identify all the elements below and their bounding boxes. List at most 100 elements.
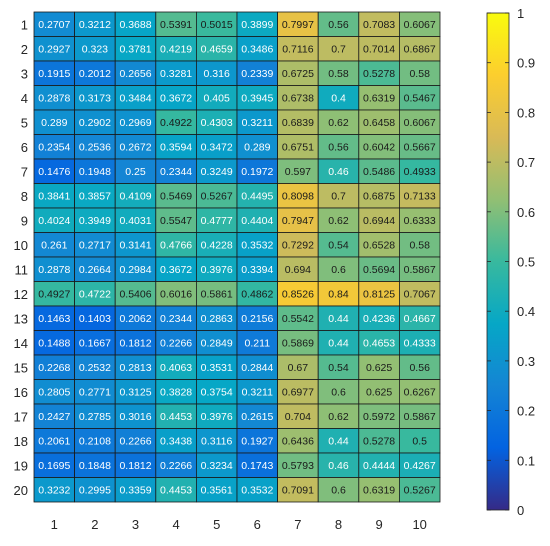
cell-value-label: 0.2672 [119,142,151,154]
heatmap-cell-r7-c7 [277,158,319,184]
heatmap-cell-r12-c5 [195,281,238,307]
heatmap-cell-r15-c2 [74,354,116,380]
x-tick-label: 4 [172,517,179,532]
x-tick-label: 2 [91,517,98,532]
cell-value-label: 0.2268 [38,362,70,374]
cell-value-label: 0.5547 [160,215,192,227]
heatmap-cell-r8-c10 [398,183,441,209]
heatmap-cell-r16-c7 [277,379,319,405]
cell-value-label: 0.1403 [79,313,111,325]
cell-value-label: 0.4031 [119,215,151,227]
cell-value-label: 0.1848 [79,460,111,472]
heatmap-cell-r17-c1 [33,403,75,429]
x-axis-ticks: 1 2 3 4 5 6 7 8 9 10 [51,517,427,532]
heatmap-cell-r9-c1 [33,207,75,233]
cell-value-label: 0.3976 [201,264,233,276]
cell-value-label: 0.3754 [201,387,233,399]
cell-value-label: 0.8098 [282,191,314,203]
cell-value-label: 0.7 [331,191,346,203]
heatmap-cell-r16-c5 [195,379,238,405]
colorbar-tick-label: 0.7 [517,155,535,170]
cell-value-label: 0.56 [409,362,430,374]
heatmap-cell-r12-c10 [398,281,441,307]
cell-value-label: 0.3211 [242,117,273,129]
cell-value-label: 0.5861 [201,289,233,301]
heatmap-cell-r8-c8 [317,183,360,209]
cell-value-label: 0.3781 [119,44,151,56]
cell-value-label: 0.3532 [241,240,273,252]
heatmap-cell-r18-c6 [236,428,278,454]
heatmap-cell-r17-c8 [317,403,360,429]
heatmap-cell-r13-c6 [236,305,278,331]
cell-value-label: 0.3232 [38,485,70,497]
cell-value-label: 0.3899 [241,19,273,31]
heatmap-cell-r9-c4 [155,207,197,233]
cell-value-label: 0.1695 [38,460,70,472]
heatmap-cell-r7-c10 [398,158,441,184]
heatmap-cell-r16-c6 [236,379,278,405]
cell-value-label: 0.4862 [241,289,273,301]
cell-value-label: 0.84 [328,289,349,301]
cell-value-label: 0.316 [204,68,230,80]
y-tick-label: 4 [21,91,28,106]
cell-value-label: 0.8526 [282,289,314,301]
cell-value-label: 0.4444 [363,460,395,472]
cell-value-label: 0.1463 [38,313,70,325]
cell-value-label: 0.6 [331,264,346,276]
cell-value-label: 0.4927 [38,289,70,301]
cell-value-label: 0.7116 [282,44,313,56]
heatmap-cell-r12-c2 [74,281,116,307]
cell-value-label: 0.3484 [119,93,151,105]
cell-value-label: 0.4333 [404,338,436,350]
heatmap-cell-r2-c7 [277,36,319,62]
cell-value-label: 0.2344 [160,313,192,325]
heatmap-cell-r9-c5 [195,207,238,233]
cell-value-label: 0.6977 [282,387,314,399]
heatmap-cell-r14-c4 [155,330,197,356]
cell-value-label: 0.4219 [160,44,192,56]
cell-value-label: 0.58 [409,240,430,252]
cell-value-label: 0.7292 [282,240,314,252]
heatmap-cell-r5-c5 [195,109,238,135]
heatmap-cell-r15-c7 [277,354,319,380]
heatmap-cell-r8-c6 [236,183,278,209]
heatmap-cell-r10-c9 [358,232,400,258]
cell-value-label: 0.1743 [241,460,273,472]
cell-value-label: 0.44 [328,313,349,325]
cell-value-label: 0.211 [245,338,271,350]
heatmap-cell-r20-c3 [114,477,157,503]
cell-value-label: 0.405 [204,93,230,105]
y-tick-label: 19 [14,458,28,473]
cell-value-label: 0.1948 [79,166,111,178]
cell-value-label: 0.2717 [79,240,111,252]
cell-value-label: 0.5467 [404,93,436,105]
heatmap-cell-r6-c4 [155,134,197,160]
cell-value-label: 0.4267 [404,460,436,472]
cell-value-label: 0.6 [331,485,346,497]
heatmap-cell-r9-c3 [114,207,157,233]
heatmap-cell-r14-c8 [317,330,360,356]
cell-value-label: 0.7 [331,44,346,56]
cell-value-label: 0.6042 [363,142,395,154]
cell-value-label: 0.6267 [404,387,436,399]
heatmap-cell-r11-c10 [398,256,441,282]
heatmap-cell-r2-c4 [155,36,197,62]
cell-value-label: 0.2266 [160,460,192,472]
cell-value-label: 0.323 [82,44,108,56]
heatmap-cell-r3-c2 [74,60,116,86]
cell-value-label: 0.5667 [404,142,436,154]
colorbar-tick-label: 0.9 [517,56,535,71]
heatmap-cell-r17-c6 [236,403,278,429]
cell-value-label: 0.5867 [404,264,436,276]
heatmap-cell-r18-c8 [317,428,360,454]
cell-value-label: 0.3976 [201,411,233,423]
heatmap-cell-r2-c10 [398,36,441,62]
heatmap-cell-r3-c3 [114,60,157,86]
colorbar-tick-label: 0.2 [517,404,535,419]
cell-value-label: 0.4024 [38,215,70,227]
heatmap-cell-r1-c10 [398,11,441,37]
cell-value-label: 0.5391 [160,19,192,31]
heatmap-cell-r19-c7 [277,452,319,478]
cell-value-label: 0.6016 [160,289,192,301]
cell-value-label: 0.2878 [38,264,70,276]
